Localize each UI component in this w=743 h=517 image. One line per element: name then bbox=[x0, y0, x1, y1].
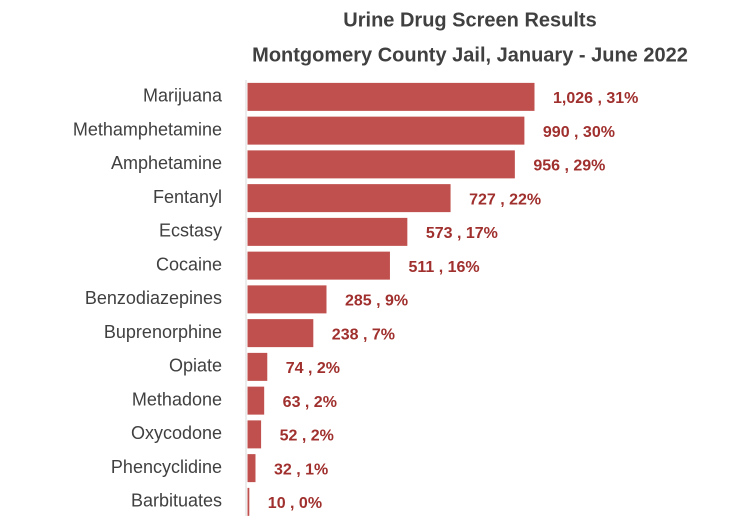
value-label: 10 , 0% bbox=[268, 495, 322, 512]
y-tick-label: Barbituates bbox=[131, 491, 222, 511]
bar bbox=[246, 115, 526, 146]
chart-subtitle: Montgomery County Jail, January - June 2… bbox=[252, 44, 688, 66]
y-tick-label: Methamphetamine bbox=[73, 119, 222, 139]
value-label: 285 , 9% bbox=[345, 293, 408, 310]
bar bbox=[246, 385, 266, 416]
bar bbox=[246, 183, 452, 214]
bar bbox=[246, 149, 516, 180]
bar bbox=[246, 351, 269, 382]
y-tick-label: Ecstasy bbox=[159, 221, 222, 241]
value-label: 52 , 2% bbox=[280, 428, 334, 445]
value-label: 32 , 1% bbox=[274, 461, 328, 478]
y-tick-label: Marijuana bbox=[143, 86, 223, 106]
chart-title: Urine Drug Screen Results bbox=[343, 9, 596, 31]
value-label: 74 , 2% bbox=[286, 360, 340, 377]
value-label: 511 , 16% bbox=[408, 259, 479, 276]
bar bbox=[246, 419, 263, 450]
value-label: 727 , 22% bbox=[469, 191, 541, 208]
bar bbox=[246, 453, 257, 484]
bar bbox=[246, 81, 536, 112]
value-label: 956 , 29% bbox=[533, 158, 605, 175]
value-label: 238 , 7% bbox=[332, 326, 395, 343]
y-tick-label: Benzodiazepines bbox=[85, 288, 222, 308]
bar bbox=[246, 318, 315, 349]
bar bbox=[246, 250, 391, 281]
value-label: 990 , 30% bbox=[543, 124, 615, 141]
y-tick-label: Cocaine bbox=[156, 254, 222, 274]
value-label: 1,026 , 31% bbox=[553, 90, 638, 107]
bar bbox=[246, 284, 328, 315]
y-tick-label: Methadone bbox=[132, 389, 222, 409]
y-tick-label: Buprenorphine bbox=[104, 322, 222, 342]
y-tick-label: Opiate bbox=[169, 356, 222, 376]
y-tick-label: Amphetamine bbox=[111, 153, 222, 173]
y-tick-label: Phencyclidine bbox=[111, 457, 222, 477]
value-label: 63 , 2% bbox=[283, 394, 337, 411]
value-label: 573 , 17% bbox=[426, 225, 498, 242]
bar bbox=[246, 216, 409, 247]
y-tick-label: Fentanyl bbox=[153, 187, 222, 207]
y-tick-label: Oxycodone bbox=[131, 423, 222, 443]
bar bbox=[246, 486, 251, 517]
